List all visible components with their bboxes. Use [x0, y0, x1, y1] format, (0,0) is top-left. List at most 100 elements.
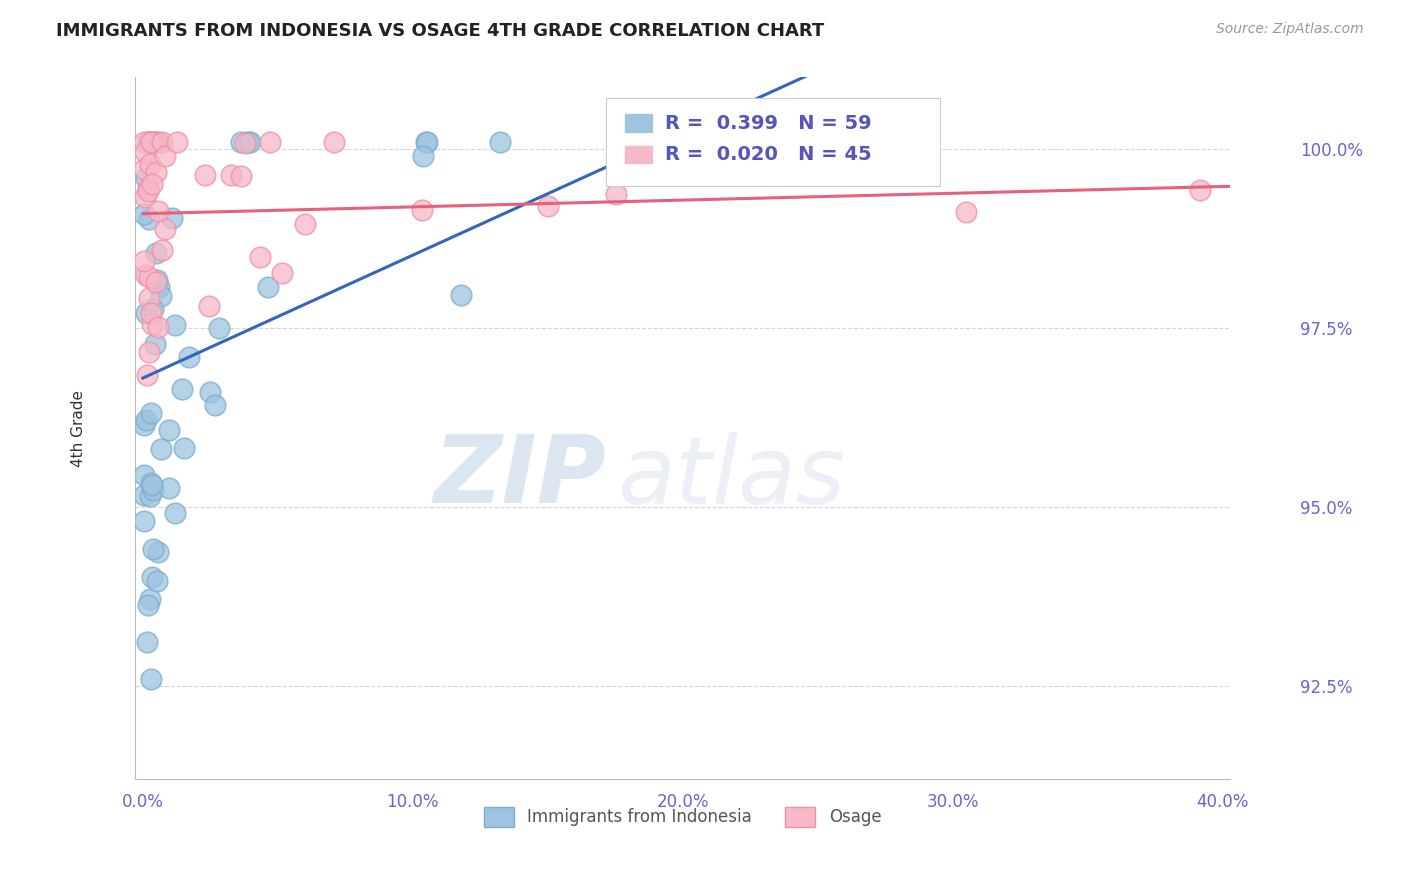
- Point: [198, 299, 221, 313]
- Point: [194, 168, 217, 182]
- Point: [141, 135, 163, 149]
- Point: [146, 545, 169, 559]
- Point: [173, 441, 195, 455]
- Y-axis label: 4th Grade: 4th Grade: [72, 390, 86, 467]
- Point: [135, 268, 157, 282]
- Point: [323, 135, 346, 149]
- Point: [141, 478, 163, 492]
- Point: [134, 418, 156, 433]
- Point: [146, 319, 169, 334]
- Text: atlas: atlas: [617, 432, 845, 523]
- Point: [146, 135, 169, 149]
- Point: [904, 135, 927, 149]
- Point: [655, 135, 678, 149]
- Point: [136, 135, 159, 149]
- Point: [136, 368, 159, 382]
- Point: [236, 135, 259, 149]
- Point: [150, 442, 173, 456]
- Point: [208, 321, 231, 335]
- Text: ZIP: ZIP: [433, 432, 606, 524]
- Point: [134, 467, 156, 482]
- Point: [249, 250, 271, 264]
- Point: [138, 212, 160, 227]
- Point: [537, 199, 560, 213]
- Point: [139, 591, 162, 606]
- Point: [955, 205, 977, 219]
- Point: [204, 398, 226, 412]
- Text: Source: ZipAtlas.com: Source: ZipAtlas.com: [1216, 22, 1364, 37]
- Point: [415, 135, 437, 149]
- Bar: [624, 114, 652, 132]
- Point: [142, 302, 165, 317]
- Point: [235, 136, 257, 150]
- Point: [830, 135, 852, 149]
- Point: [450, 287, 472, 301]
- Point: [139, 135, 162, 149]
- Point: [134, 514, 156, 528]
- Point: [416, 135, 439, 149]
- Point: [146, 574, 169, 588]
- Bar: [624, 145, 652, 163]
- Point: [139, 406, 162, 420]
- Point: [141, 672, 163, 686]
- Point: [138, 344, 160, 359]
- Point: [160, 211, 183, 225]
- Point: [152, 135, 174, 149]
- Point: [149, 289, 172, 303]
- Point: [141, 177, 163, 191]
- Point: [139, 306, 162, 320]
- Point: [134, 253, 156, 268]
- Point: [139, 475, 162, 490]
- Point: [135, 413, 157, 427]
- Point: [229, 169, 252, 183]
- Point: [141, 135, 163, 149]
- Text: IMMIGRANTS FROM INDONESIA VS OSAGE 4TH GRADE CORRELATION CHART: IMMIGRANTS FROM INDONESIA VS OSAGE 4TH G…: [56, 22, 824, 40]
- Point: [136, 184, 159, 198]
- Point: [136, 181, 159, 195]
- Point: [145, 275, 167, 289]
- Point: [153, 149, 176, 163]
- Point: [172, 382, 194, 396]
- Point: [166, 135, 188, 149]
- Point: [142, 542, 165, 557]
- Point: [139, 489, 162, 503]
- Point: [165, 507, 187, 521]
- Point: [259, 135, 281, 149]
- Point: [139, 135, 162, 149]
- Point: [135, 634, 157, 648]
- Point: [134, 161, 156, 176]
- Point: [143, 337, 166, 351]
- Point: [489, 135, 512, 149]
- Point: [135, 170, 157, 185]
- Text: R =  0.020   N = 45: R = 0.020 N = 45: [665, 145, 872, 164]
- Point: [163, 318, 186, 332]
- Point: [153, 222, 176, 236]
- Point: [411, 203, 433, 218]
- Point: [229, 135, 252, 149]
- Point: [221, 168, 243, 182]
- Point: [619, 135, 641, 149]
- Point: [145, 135, 167, 149]
- Point: [239, 135, 262, 149]
- Point: [198, 385, 221, 400]
- Point: [148, 280, 170, 294]
- Point: [134, 190, 156, 204]
- Point: [179, 350, 201, 364]
- Point: [139, 135, 162, 149]
- Point: [270, 266, 292, 280]
- Point: [134, 145, 156, 159]
- FancyBboxPatch shape: [606, 98, 941, 186]
- Point: [145, 165, 167, 179]
- Point: [142, 483, 165, 497]
- Point: [135, 305, 157, 319]
- Point: [605, 187, 627, 202]
- Point: [139, 156, 162, 170]
- Point: [141, 570, 163, 584]
- Point: [146, 273, 169, 287]
- Point: [134, 135, 156, 149]
- Point: [138, 135, 160, 149]
- Point: [138, 270, 160, 285]
- Point: [145, 245, 167, 260]
- Point: [294, 217, 316, 231]
- Point: [136, 598, 159, 612]
